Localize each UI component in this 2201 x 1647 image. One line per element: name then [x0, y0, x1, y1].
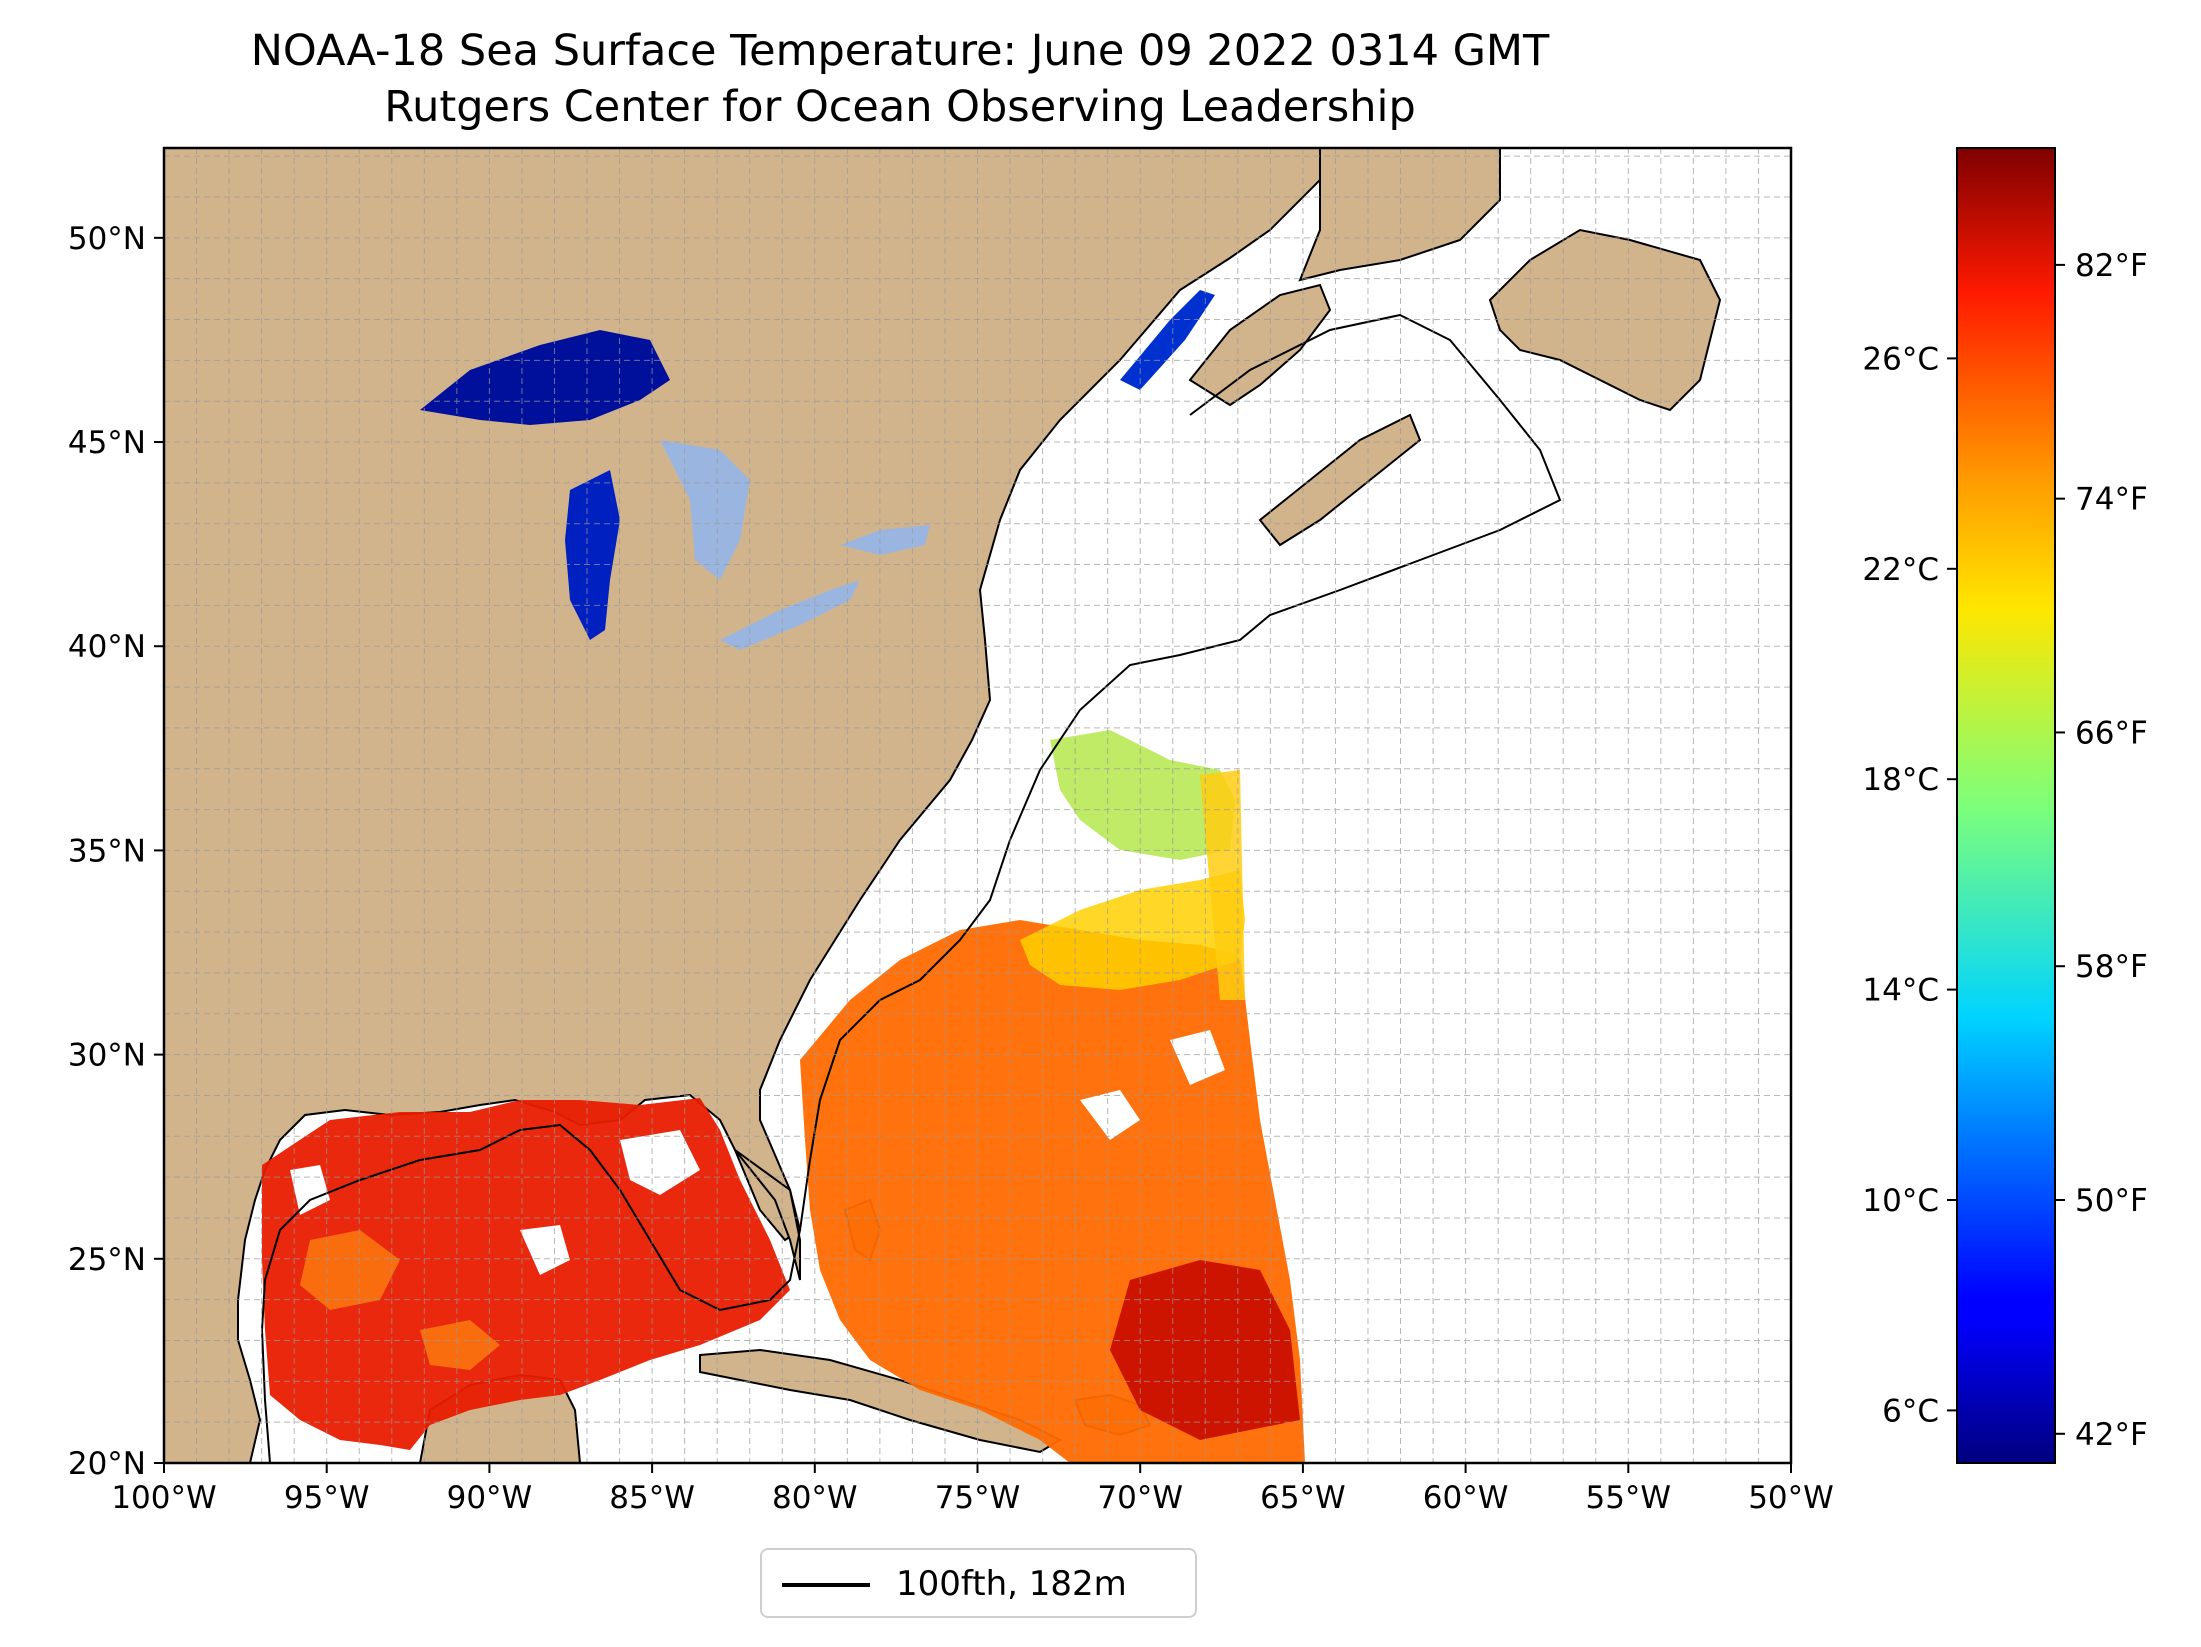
sst-gulf-warm-patches [300, 1230, 500, 1370]
celsius-tick-label: 26°C [1862, 341, 1939, 377]
sst-atlantic-mid [1020, 870, 1245, 990]
lat-tick-label: 25°N [68, 1242, 146, 1278]
lon-tick-label: 50°W [1748, 1480, 1834, 1516]
lat-tick-labels: 20°N 25°N 30°N 35°N 40°N 45°N 50°N [68, 221, 164, 1482]
fahrenheit-tick-label: 42°F [2075, 1417, 2148, 1453]
fahrenheit-tick-label: 50°F [2075, 1183, 2148, 1219]
chart-title: NOAA-18 Sea Surface Temperature: June 09… [250, 26, 1550, 76]
celsius-tick-label: 6°C [1882, 1393, 1939, 1429]
land-north-america [164, 148, 1321, 1463]
isobath-100fth-gulf [260, 1149, 481, 1463]
celsius-tick-label: 14°C [1862, 973, 1939, 1009]
colorbar-celsius-ticks: 6°C 10°C 14°C 18°C 22°C 26°C [1862, 341, 1957, 1429]
fahrenheit-tick-label: 66°F [2075, 715, 2148, 751]
fahrenheit-tick-label: 82°F [2075, 248, 2148, 284]
sst-atlantic-northern-strip [1200, 770, 1245, 1000]
lon-tick-label: 80°W [772, 1480, 858, 1516]
celsius-tick-label: 18°C [1862, 762, 1939, 798]
lake-michigan [565, 470, 620, 640]
land-atlantic-canada [1188, 283, 1332, 407]
lon-tick-label: 65°W [1260, 1480, 1346, 1516]
lat-tick-label: 35°N [68, 833, 146, 869]
lon-tick-label: 95°W [284, 1480, 370, 1516]
land-quebec-east [1298, 148, 1501, 282]
lat-tick-label: 40°N [68, 629, 146, 665]
lat-tick-label: 20°N [68, 1446, 146, 1482]
lake-erie [720, 580, 860, 650]
lon-tick-label: 100°W [111, 1480, 216, 1516]
lon-tick-label: 60°W [1423, 1480, 1509, 1516]
lon-tick-label: 55°W [1585, 1480, 1671, 1516]
lat-tick-label: 50°N [68, 221, 146, 257]
st-lawrence-sst [1120, 290, 1215, 390]
gridlines [164, 148, 1791, 1463]
chart-subtitle: Rutgers Center for Ocean Observing Leade… [384, 82, 1416, 132]
colorbar [1956, 147, 2056, 1464]
celsius-tick-label: 22°C [1862, 552, 1939, 588]
lon-tick-labels: 100°W 95°W 90°W 85°W 80°W 75°W 70°W 65°W 60°W 55°… [111, 1463, 1834, 1516]
lon-tick-label: 85°W [609, 1480, 695, 1516]
lake-ontario [840, 525, 930, 555]
lon-tick-label: 90°W [447, 1480, 533, 1516]
lake-huron [660, 440, 750, 580]
sst-atlantic-north [1050, 730, 1235, 860]
sst-atlantic-cloud-gaps [1080, 1030, 1225, 1140]
land-nova-scotia [1258, 413, 1422, 547]
colorbar-fahrenheit-ticks: 42°F 50°F 58°F 66°F 74°F 82°F [2055, 248, 2148, 1453]
sst-gulf-cloud-gaps [290, 1130, 700, 1275]
fahrenheit-tick-label: 58°F [2075, 949, 2148, 985]
lat-tick-label: 30°N [68, 1038, 146, 1074]
celsius-tick-label: 10°C [1862, 1183, 1939, 1219]
lat-tick-label: 45°N [68, 425, 146, 461]
legend-label: 100fth, 182m [896, 1564, 1127, 1604]
land-florida [734, 1149, 801, 1281]
isobath-100fth [479, 313, 1562, 1312]
fahrenheit-tick-label: 74°F [2075, 482, 2148, 518]
legend: 100fth, 182m [760, 1548, 1197, 1618]
lon-tick-label: 70°W [1097, 1480, 1183, 1516]
lon-tick-label: 75°W [935, 1480, 1021, 1516]
legend-line-swatch [782, 1583, 870, 1587]
